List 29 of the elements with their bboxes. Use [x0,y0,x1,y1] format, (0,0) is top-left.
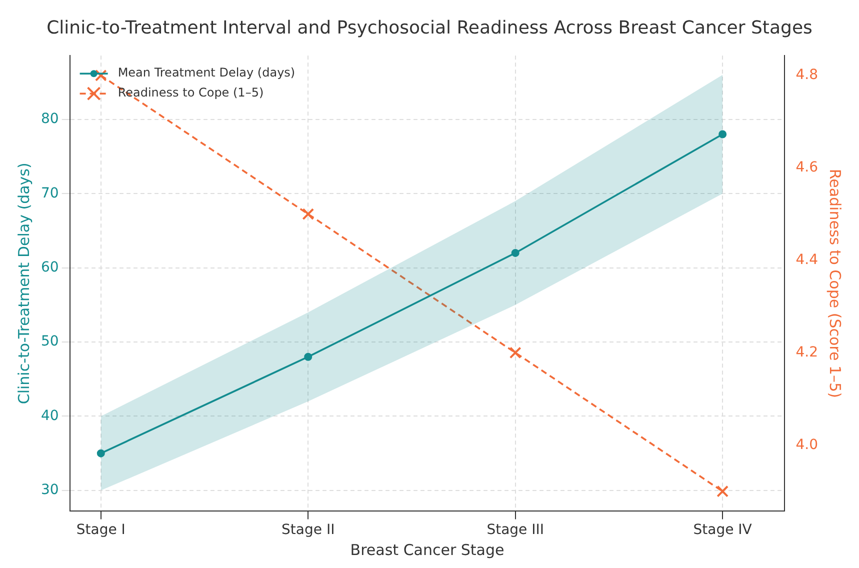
y2-tick-label: 4.6 [796,160,818,176]
point [94,70,107,82]
point [302,208,314,220]
y2-tick-label: 4.2 [796,344,818,360]
legend-label: Mean Treatment Delay (days) [118,66,296,80]
y-axis-title: Clinic-to-Treatment Delay (days) [14,162,33,404]
point [716,485,729,498]
y-tick-label: 40 [40,408,59,424]
y-tick-label: 50 [40,334,59,350]
y-tick-label: 60 [40,259,59,276]
x-tick-label: Stage IV [693,522,752,538]
x-axis-title: Breast Cancer Stage [350,540,504,559]
y-tick-label: 80 [40,111,59,128]
point [304,352,312,361]
y-tick-label: 70 [40,185,59,202]
point [96,449,105,458]
y2-tick-label: 4.4 [796,252,818,268]
chart-title: Clinic-to-Treatment Interval and Psychosocial Readiness Across Breast Cancer Stages [46,17,812,38]
y2-tick-label: 4.0 [796,436,818,453]
y2-axis-title: Readiness to Cope (Score 1–5) [826,168,844,398]
point [509,346,522,359]
x-tick-label: Stage I [76,522,126,538]
legend-label: Readiness to Cope (1–5) [118,86,264,100]
point [511,248,520,257]
y2-tick-label: 4.8 [796,67,818,84]
y-tick-label: 30 [40,482,59,498]
x-tick-label: Stage III [486,522,544,538]
point [718,130,727,138]
x-tick-label: Stage II [282,522,335,538]
